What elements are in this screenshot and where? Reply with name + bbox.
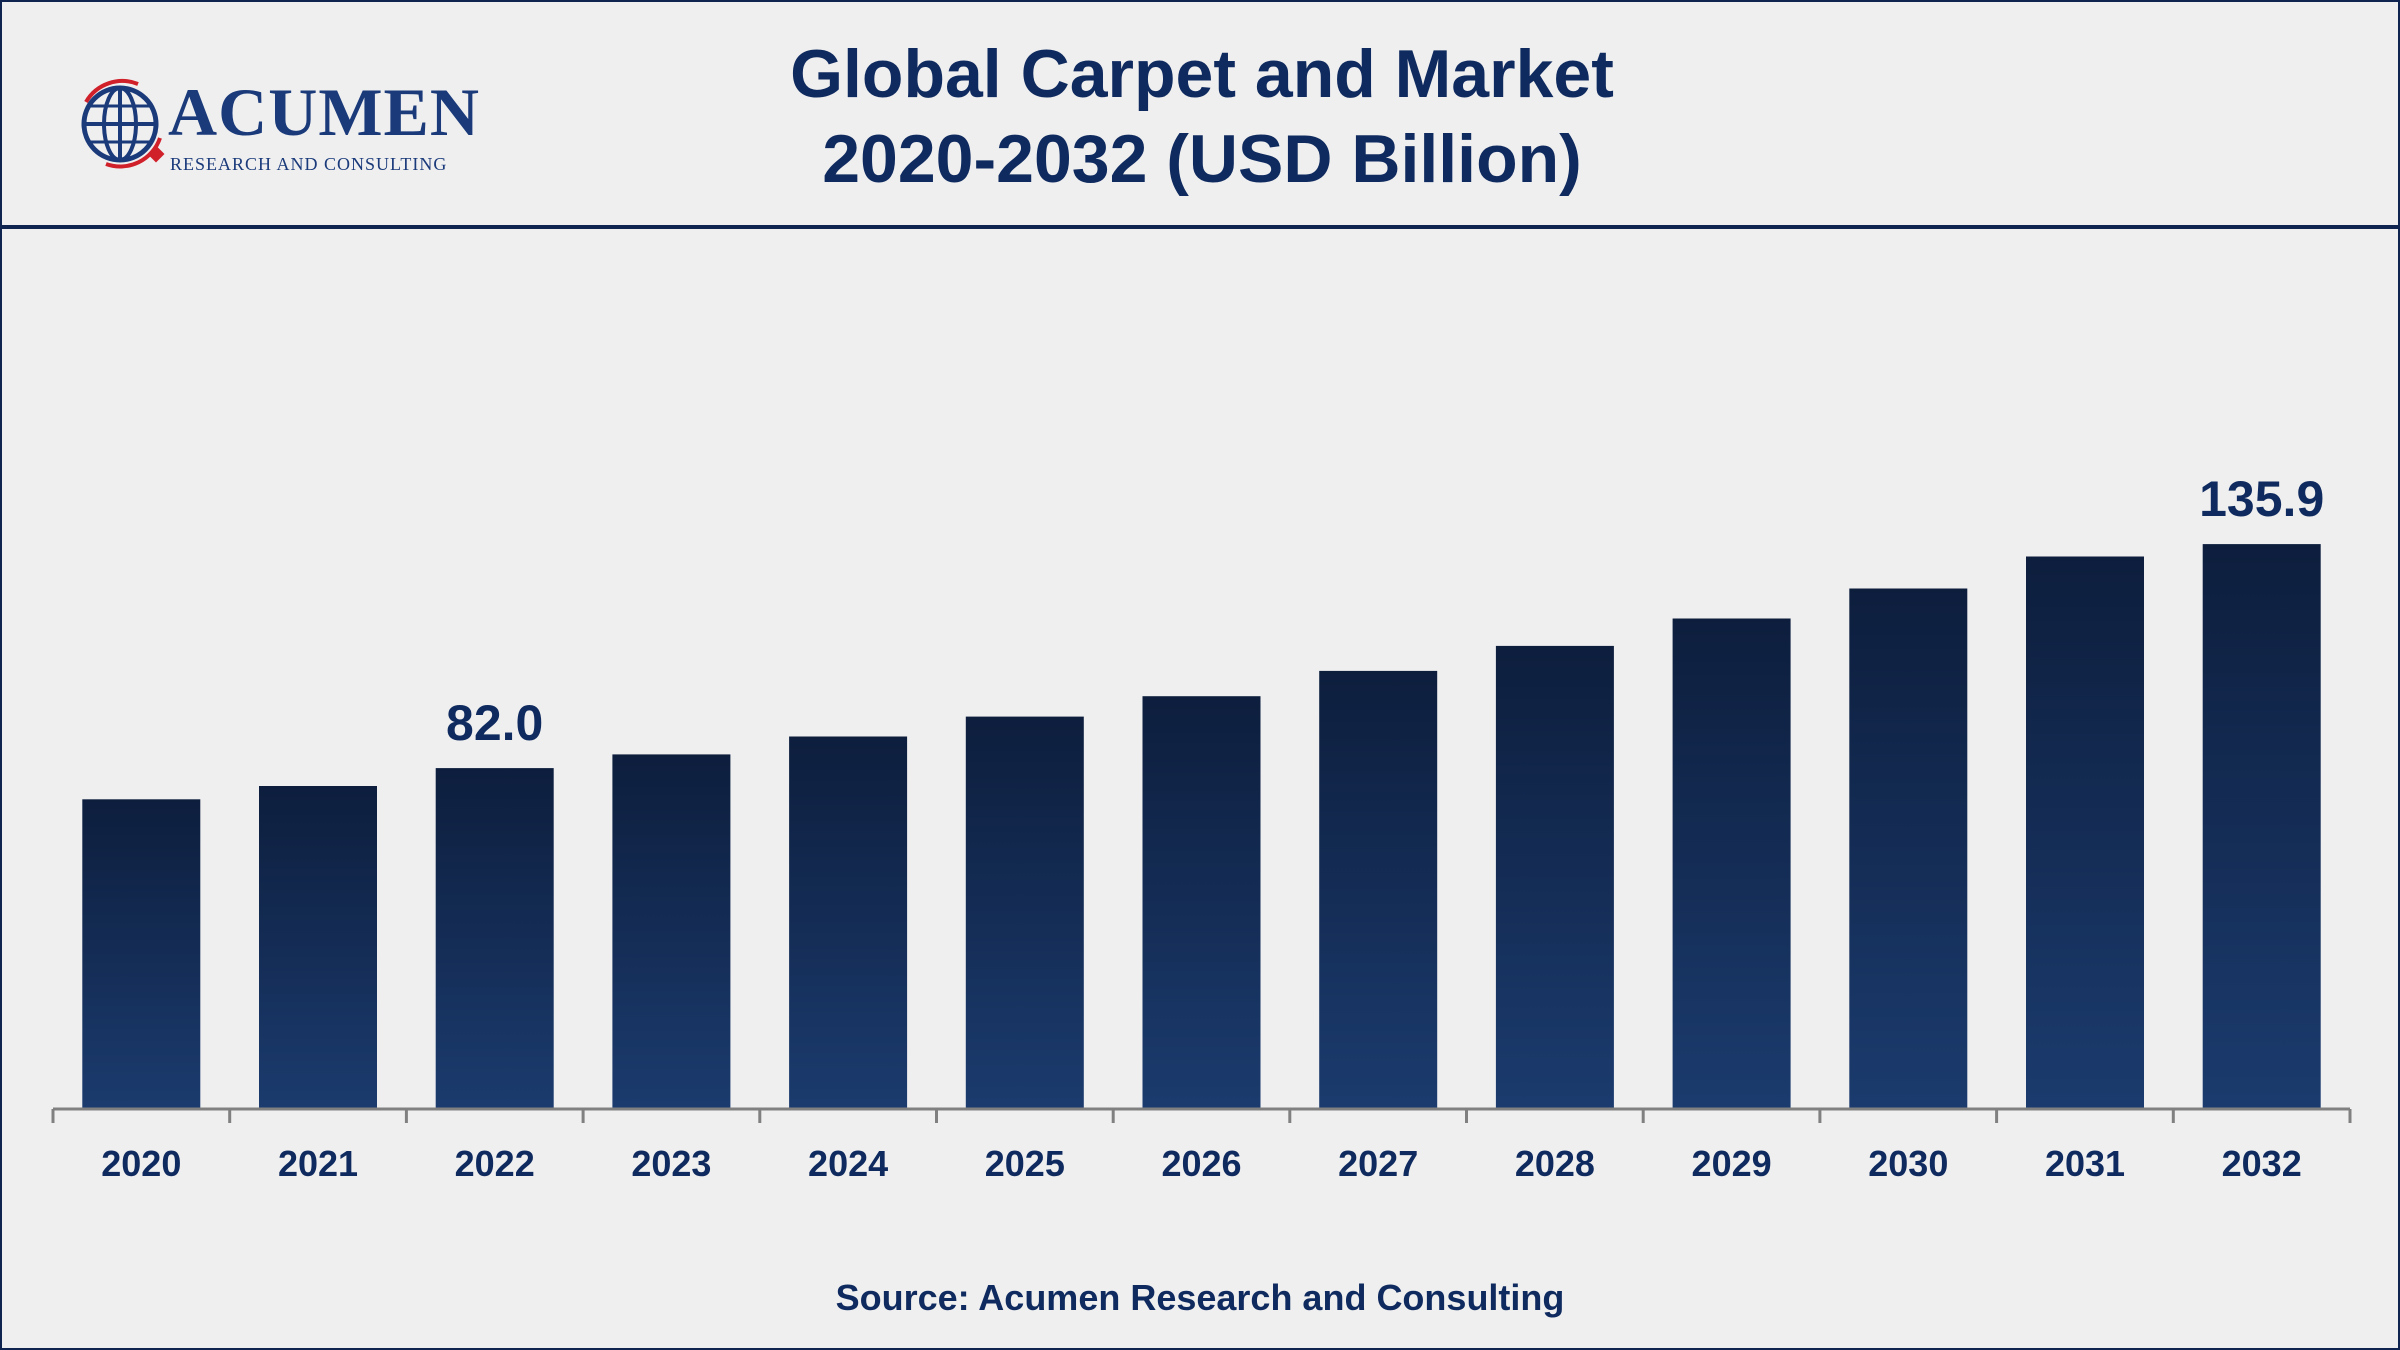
data-label-2032: 135.9 xyxy=(2199,471,2324,527)
source-note: Source: Acumen Research and Consulting xyxy=(835,1277,1565,1318)
bar-2020 xyxy=(82,799,201,1109)
chart-title: Global Carpet and Market 2020-2032 (USD … xyxy=(602,32,1802,202)
globe-icon xyxy=(81,79,165,169)
bar-2021 xyxy=(259,786,377,1109)
x-axis xyxy=(51,1107,2352,1123)
bar-2023 xyxy=(612,754,731,1109)
bar-2031 xyxy=(2026,556,2144,1109)
x-tick-label-2022: 2022 xyxy=(455,1143,535,1184)
bar-2027 xyxy=(1319,670,1438,1109)
data-label-2022: 82.0 xyxy=(446,695,543,751)
logo-tagline: RESEARCH AND CONSULTING xyxy=(170,154,448,174)
bar-series xyxy=(82,544,2321,1109)
logo-wordmark: ACUMEN xyxy=(168,74,480,150)
x-tick-label-2027: 2027 xyxy=(1338,1143,1418,1184)
bar-2029 xyxy=(1672,618,1791,1109)
data-labels: 82.0 135.9 xyxy=(446,471,2324,751)
x-tick-labels: 2020 2021 2022 2023 2024 2025 2026 2027 2028 2029… xyxy=(101,1143,2301,1184)
x-tick-label-2026: 2026 xyxy=(1161,1143,1241,1184)
x-tick-label-2030: 2030 xyxy=(1868,1143,1948,1184)
x-tick-label-2023: 2023 xyxy=(631,1143,711,1184)
bar-2022 xyxy=(435,768,554,1109)
chart-title-line-1: Global Carpet and Market xyxy=(790,36,1614,112)
x-tick-label-2021: 2021 xyxy=(278,1143,358,1184)
x-tick-label-2028: 2028 xyxy=(1515,1143,1595,1184)
x-tick-label-2029: 2029 xyxy=(1692,1143,1772,1184)
acumen-logo: ACUMEN RESEARCH AND CONSULTING xyxy=(76,74,479,184)
x-tick-label-2031: 2031 xyxy=(2045,1143,2125,1184)
x-tick-label-2024: 2024 xyxy=(808,1143,888,1184)
bar-2032 xyxy=(2202,544,2321,1109)
bar-2030 xyxy=(1849,588,1968,1109)
chart-title-line-2: 2020-2032 (USD Billion) xyxy=(822,121,1582,197)
bar-2024 xyxy=(789,736,908,1109)
x-tick-label-2020: 2020 xyxy=(101,1143,181,1184)
header: ACUMEN RESEARCH AND CONSULTING Global Ca… xyxy=(2,2,2398,229)
bar-2026 xyxy=(1142,696,1261,1109)
bar-2028 xyxy=(1495,645,1614,1109)
x-tick-label-2025: 2025 xyxy=(985,1143,1065,1184)
bar-2025 xyxy=(965,716,1084,1109)
x-tick-label-2032: 2032 xyxy=(2222,1143,2302,1184)
